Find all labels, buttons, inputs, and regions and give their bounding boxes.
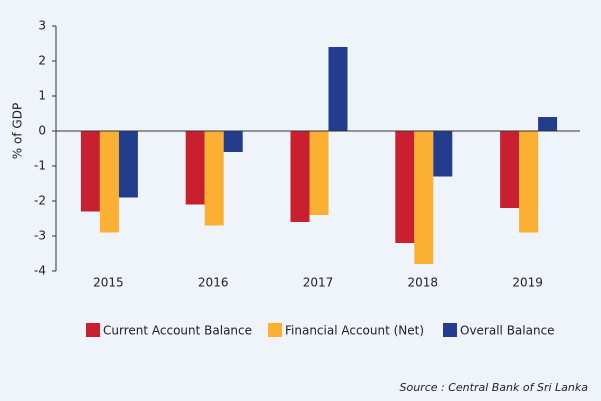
x-tick-label: 2017 — [303, 276, 334, 290]
bar — [433, 131, 453, 177]
bar — [204, 131, 224, 226]
legend-label: Overall Balance — [460, 324, 555, 338]
y-tick-label: 1 — [38, 89, 46, 103]
bar — [519, 131, 539, 233]
bar — [538, 117, 558, 131]
y-tick-label: -4 — [34, 264, 46, 278]
bar — [414, 131, 434, 264]
legend-swatch — [86, 323, 100, 337]
x-tick-label: 2015 — [93, 276, 124, 290]
bar — [99, 131, 119, 233]
legend-swatch — [443, 323, 457, 337]
bar — [328, 47, 348, 131]
bar — [309, 131, 329, 215]
bar — [80, 131, 100, 212]
x-tick-label: 2016 — [198, 276, 229, 290]
y-axis-label: % of GDP — [11, 103, 25, 159]
y-tick-label: -2 — [34, 194, 46, 208]
y-tick-label: 0 — [38, 124, 46, 138]
bar — [500, 131, 520, 208]
legend-swatch — [268, 323, 282, 337]
bar — [185, 131, 205, 205]
y-tick-label: -1 — [34, 159, 46, 173]
x-tick-label: 2019 — [512, 276, 543, 290]
y-tick-label: 2 — [38, 54, 46, 68]
x-tick-label: 2018 — [408, 276, 439, 290]
bar — [118, 131, 138, 198]
bar — [223, 131, 243, 152]
source: Source : Central Bank of Sri Lanka — [399, 381, 588, 394]
bar — [395, 131, 415, 243]
legend-label: Current Account Balance — [103, 324, 252, 338]
legend-label: Financial Account (Net) — [285, 324, 424, 338]
bar — [290, 131, 310, 222]
y-tick-label: 3 — [38, 19, 46, 33]
y-tick-label: -3 — [34, 229, 46, 243]
